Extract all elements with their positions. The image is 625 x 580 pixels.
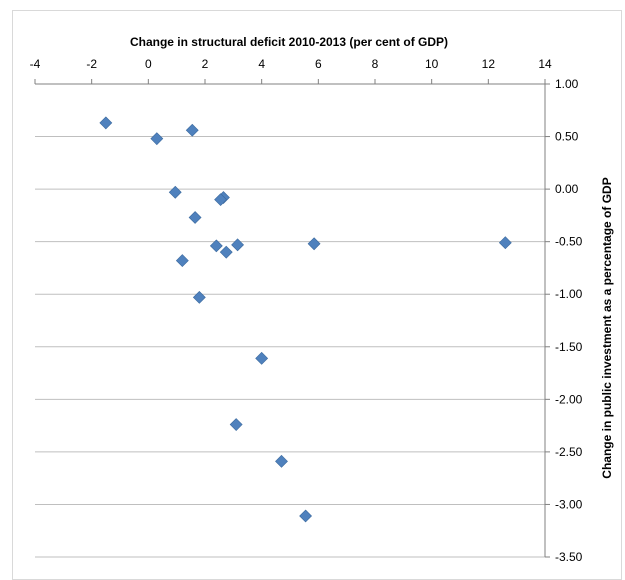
chart-area xyxy=(12,10,622,580)
y-tick-label: -3.50 xyxy=(555,550,583,564)
data-point xyxy=(192,290,206,304)
data-point xyxy=(188,211,202,224)
data-points xyxy=(99,116,512,523)
data-point xyxy=(209,239,223,253)
data-point xyxy=(275,454,288,468)
data-point xyxy=(175,254,189,268)
x-tick-labels: -4 -2 0 2 4 6 8 10 12 14 xyxy=(30,57,552,71)
y-tick-label: -0.50 xyxy=(555,235,583,249)
data-point xyxy=(255,351,269,365)
x-tick-label: -2 xyxy=(86,57,97,71)
x-tick-label: 8 xyxy=(372,57,379,71)
y-tick-label: -1.00 xyxy=(555,287,583,301)
data-point xyxy=(168,185,182,199)
x-axis-title: Change in structural deficit 2010-2013 (… xyxy=(130,35,448,49)
x-tick-label: 10 xyxy=(425,57,439,71)
x-tick-label: 4 xyxy=(258,57,265,71)
data-point xyxy=(150,132,164,146)
y-tick-labels: 1.00 0.50 0.00 -0.50 -1.00 -1.50 -2.00 -2.50 -3.… xyxy=(555,77,583,564)
x-tick-label: 2 xyxy=(202,57,209,71)
y-tick-label: -2.00 xyxy=(555,392,583,406)
data-point xyxy=(185,123,199,137)
data-point xyxy=(229,418,243,431)
y-tick-label: 1.00 xyxy=(555,77,579,91)
y-axis-title: Change in public investment as a percent… xyxy=(600,177,614,478)
y-tick-label: 0.50 xyxy=(555,130,579,144)
data-point xyxy=(498,236,512,250)
y-tick-label: -3.00 xyxy=(555,497,583,511)
x-tick-label: 12 xyxy=(482,57,496,71)
x-tick-label: 14 xyxy=(538,57,552,71)
data-point xyxy=(214,193,228,207)
x-tick-label: 0 xyxy=(145,57,152,71)
x-tick-label: -4 xyxy=(30,57,41,71)
y-tick-label: 0.00 xyxy=(555,182,579,196)
data-point xyxy=(231,238,245,252)
y-tick-label: -1.50 xyxy=(555,340,583,354)
axes xyxy=(34,79,550,558)
data-point xyxy=(219,245,233,259)
x-tick-label: 6 xyxy=(315,57,322,71)
data-point xyxy=(99,116,113,130)
grid-lines xyxy=(35,83,545,558)
data-point xyxy=(307,237,321,251)
y-tick-label: -2.50 xyxy=(555,445,583,459)
data-point xyxy=(299,509,313,523)
